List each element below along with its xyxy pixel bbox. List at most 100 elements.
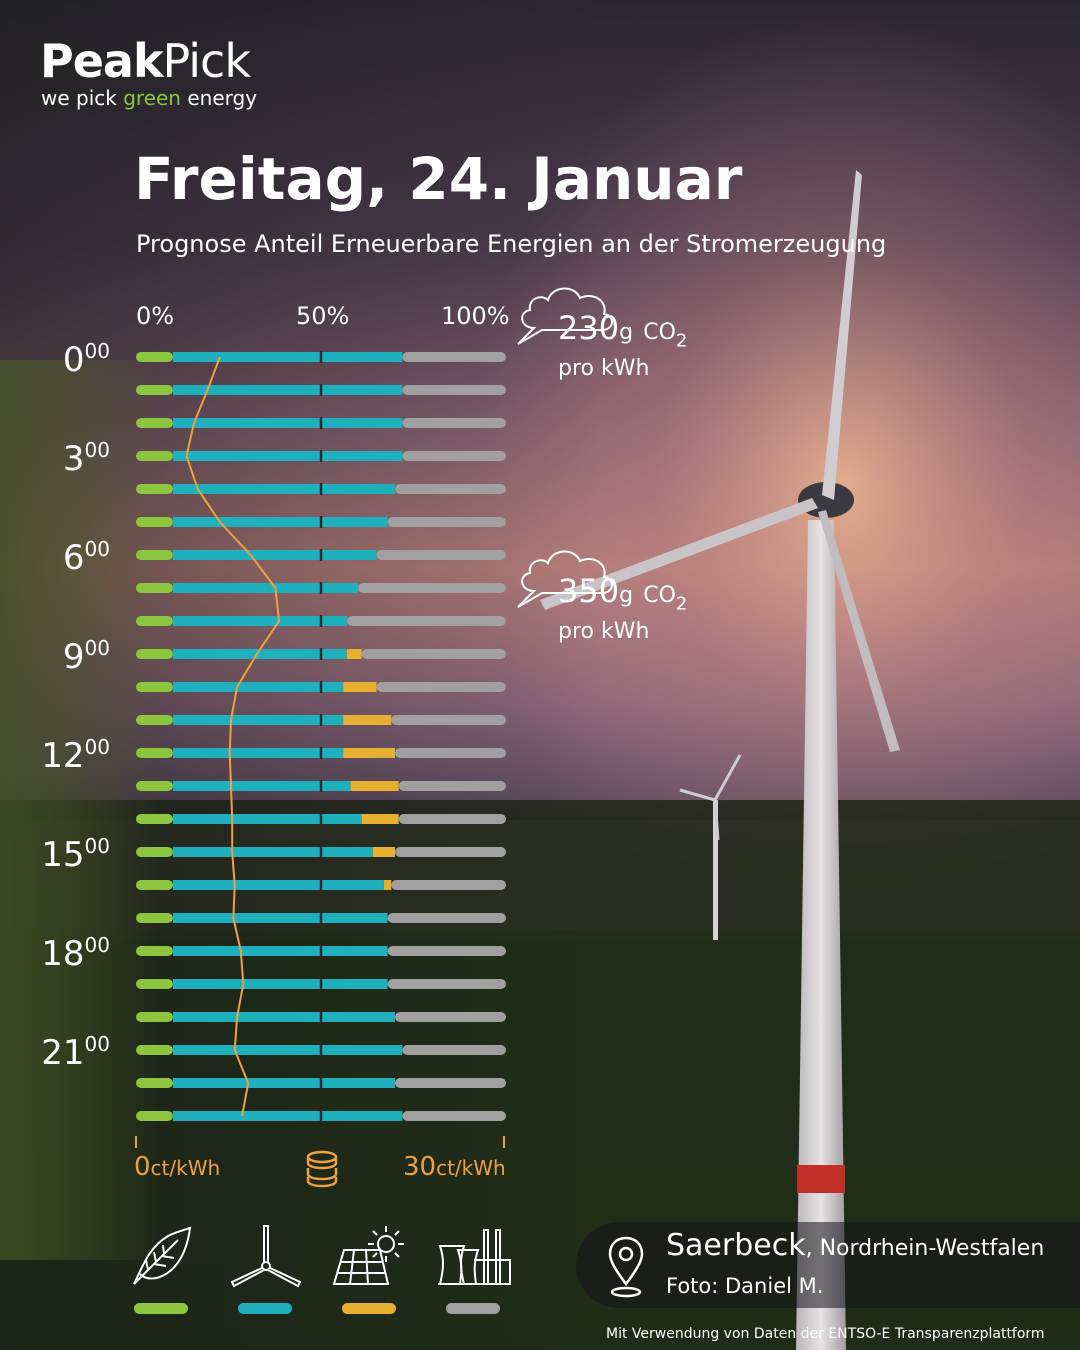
price-max-unit: ct/kWh <box>436 1156 506 1180</box>
brand-name-light: Pick <box>162 34 251 88</box>
bar-wind-19 <box>173 979 388 989</box>
bar-conventional-19 <box>387 979 506 989</box>
bar-biomass-7 <box>136 583 173 593</box>
location-city-name: Saerbeck <box>666 1228 806 1263</box>
page-title: Freitag, 24. Januar <box>134 145 743 213</box>
bar-biomass-15 <box>136 847 173 857</box>
bar-solar-13 <box>350 781 399 791</box>
hour-label-6: 600 <box>62 538 110 578</box>
coins-icon <box>306 1150 338 1188</box>
legend-bar-wind <box>238 1303 292 1314</box>
bar-biomass-22 <box>136 1078 173 1088</box>
bar-conventional-20 <box>395 1012 506 1022</box>
bar-wind-12 <box>173 748 344 758</box>
bar-wind-0 <box>173 352 403 362</box>
brand-tagline: we pick green energy <box>41 88 257 108</box>
location-box <box>576 1222 1080 1308</box>
bar-biomass-13 <box>136 781 173 791</box>
hour-label-15: 1500 <box>41 836 110 872</box>
bar-conventional-22 <box>395 1078 506 1088</box>
solar-panel-icon <box>332 1226 404 1285</box>
bar-biomass-19 <box>136 979 173 989</box>
bar-solar-9 <box>346 649 362 659</box>
tagline-post: energy <box>180 86 258 110</box>
leaf-icon <box>133 1226 192 1285</box>
bar-conventional-9 <box>361 649 506 659</box>
bar-biomass-16 <box>136 880 173 890</box>
bar-conventional-23 <box>402 1111 506 1121</box>
bar-biomass-6 <box>136 550 173 560</box>
bar-wind-4 <box>173 484 395 494</box>
hour-label-min: 00 <box>84 933 110 957</box>
bar-wind-20 <box>173 1012 395 1022</box>
bar-wind-15 <box>173 847 373 857</box>
hour-label-min: 00 <box>84 636 110 660</box>
hour-label-hour: 12 <box>41 736 85 776</box>
bar-conventional-18 <box>387 946 506 956</box>
bar-biomass-14 <box>136 814 173 824</box>
hour-label-hour: 18 <box>41 934 85 974</box>
hour-label-hour: 0 <box>62 340 85 380</box>
bar-conventional-0 <box>402 352 506 362</box>
bar-conventional-11 <box>391 715 506 725</box>
co2-num-0: 230 <box>558 309 620 347</box>
bar-wind-3 <box>173 451 403 461</box>
bar-solar-15 <box>372 847 395 857</box>
hour-label-12: 1200 <box>41 736 110 776</box>
hour-label-hour: 6 <box>62 538 85 578</box>
hour-label-min: 00 <box>84 537 110 561</box>
price-max-value: 30 <box>403 1152 437 1182</box>
bar-conventional-15 <box>395 847 506 857</box>
wind-turbine-icon <box>230 1225 302 1288</box>
hour-label-3: 300 <box>62 439 110 479</box>
bar-solar-11 <box>343 715 392 725</box>
co2-sub-0: 2 <box>675 330 688 352</box>
bar-solar-14 <box>361 814 399 824</box>
hour-label-min: 00 <box>84 1032 110 1056</box>
bar-wind-21 <box>173 1045 403 1055</box>
hour-label-hour: 3 <box>62 439 85 479</box>
hour-label-hour: 9 <box>62 637 85 677</box>
co2-gas-1: CO <box>643 583 676 608</box>
co2-sub-1: 2 <box>675 593 688 615</box>
bar-biomass-1 <box>136 385 173 395</box>
bar-conventional-3 <box>402 451 506 461</box>
location-city: Saerbeck, Nordrhein-Westfalen <box>666 1228 1044 1263</box>
x-tick-0: 0% <box>136 302 175 330</box>
x-tick-100: 100% <box>441 302 510 330</box>
bar-solar-12 <box>343 748 395 758</box>
bar-wind-10 <box>173 682 344 692</box>
bar-wind-17 <box>173 913 388 923</box>
bar-wind-5 <box>173 517 388 527</box>
location-pin-icon <box>608 1236 644 1298</box>
bar-biomass-21 <box>136 1045 173 1055</box>
bar-conventional-21 <box>402 1045 506 1055</box>
bar-conventional-7 <box>358 583 506 593</box>
co2-value-0: 230g CO2 <box>558 312 687 350</box>
bar-conventional-6 <box>376 550 506 560</box>
bar-conventional-14 <box>398 814 506 824</box>
power-plant-icon <box>438 1229 511 1285</box>
brand-name-bold: Peak <box>40 34 164 88</box>
hour-label-0: 000 <box>62 340 110 380</box>
price-min-label: 0ct/kWh <box>134 1152 220 1182</box>
bar-biomass-20 <box>136 1012 173 1022</box>
bar-wind-6 <box>173 550 377 560</box>
bar-wind-16 <box>173 880 384 890</box>
bar-wind-8 <box>173 616 347 626</box>
legend-bar-conventional <box>446 1303 500 1314</box>
hour-label-21: 2100 <box>41 1034 110 1070</box>
bar-biomass-9 <box>136 649 173 659</box>
bar-biomass-2 <box>136 418 173 428</box>
co2-value-1: 350g CO2 <box>558 575 687 613</box>
x-tick-50: 50% <box>296 302 350 330</box>
co2-per-1: pro kWh <box>558 619 650 644</box>
bar-biomass-23 <box>136 1111 173 1121</box>
bar-biomass-10 <box>136 682 173 692</box>
price-line <box>185 356 281 1117</box>
legend-bar-solar <box>342 1303 396 1314</box>
bar-conventional-13 <box>398 781 506 791</box>
price-max-label: 30ct/kWh <box>403 1152 506 1182</box>
page-subtitle: Prognose Anteil Erneuerbare Energien an … <box>136 230 887 258</box>
